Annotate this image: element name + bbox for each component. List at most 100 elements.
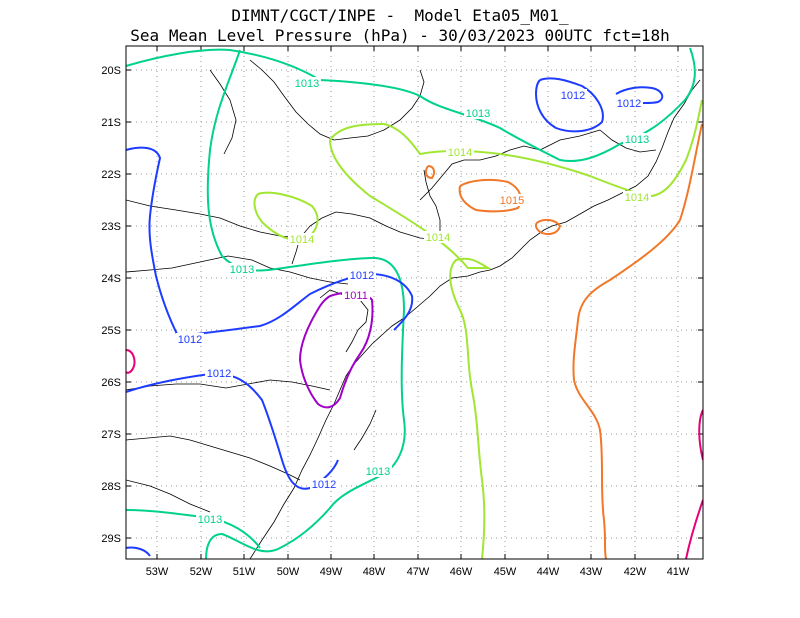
isobar-label: 1012 <box>312 479 336 491</box>
lon-tick-label: 44W <box>537 566 560 578</box>
coastline-segment <box>599 129 657 153</box>
axis-ticks: 20S 21S 22S 23S 24S 25S 26S 27S 28S 29S 53W 52W 51W 5… <box>101 46 703 578</box>
lon-tick-label: 51W <box>233 566 256 578</box>
isobar-label-bg <box>342 289 370 301</box>
coastline-segment <box>353 409 377 451</box>
isobar-label: 1011 <box>344 290 368 302</box>
lon-tick-label: 53W <box>146 566 169 578</box>
isobar-1014 <box>329 139 492 559</box>
lat-tick-label: 26S <box>101 377 121 389</box>
isobar-label: 1012 <box>178 334 202 346</box>
coastline-segment <box>249 59 335 141</box>
isobar-label-bg <box>623 191 651 203</box>
isobar-1015 <box>534 218 562 235</box>
plot-frame <box>125 45 704 560</box>
isobar-1013 <box>126 47 696 162</box>
isobar-1013 <box>205 49 406 559</box>
isobar-label-bg <box>364 465 392 477</box>
coastline-segment <box>489 79 701 271</box>
isobar-label: 1012 <box>617 98 641 110</box>
isobar-1012 <box>126 146 179 337</box>
coastline-segment <box>126 199 301 239</box>
lat-tick-label: 21S <box>101 117 121 129</box>
lon-tick-label: 45W <box>494 566 517 578</box>
lat-tick-label: 20S <box>101 65 121 77</box>
isobar-label: 1014 <box>448 147 472 159</box>
isobar-1012 <box>615 86 664 105</box>
isobar-labels: 1013 1013 1013 1013 1013 1013 1014 1014 1014 1014… <box>176 77 651 526</box>
isobar-1015 <box>424 165 436 180</box>
isobar-label: 1013 <box>295 78 319 90</box>
lat-tick-label: 29S <box>101 533 121 545</box>
coastline-segment <box>209 69 237 155</box>
lon-tick-label: 43W <box>580 566 603 578</box>
isobar-label-bg <box>424 231 452 243</box>
map-title: DIMNT/CGCT/INPE - Model Eta05_M01_ Sea M… <box>0 6 800 46</box>
isobar-label-bg <box>228 263 256 275</box>
coastline-segment <box>419 145 541 201</box>
isobar-1015 <box>572 123 703 559</box>
coastline-segment <box>299 211 441 241</box>
isobar-label: 1014 <box>625 192 649 204</box>
isobar-label-bg <box>176 333 204 345</box>
lat-tick-label: 27S <box>101 429 121 441</box>
isobar-label-bg <box>310 478 338 490</box>
isobar-1012 <box>177 272 414 337</box>
isobar-label: 1012 <box>561 90 585 102</box>
isobar-label: 1014 <box>290 234 314 246</box>
lon-tick-label: 42W <box>624 566 647 578</box>
isobar-label-bg <box>348 269 376 281</box>
title-line-1: DIMNT/CGCT/INPE - Model Eta05_M01_ <box>231 6 569 25</box>
lat-tick-label: 23S <box>101 221 121 233</box>
isobar-label: 1013 <box>625 134 649 146</box>
isobar-label-bg <box>205 367 233 379</box>
isobar-1016 <box>698 409 703 461</box>
isobar-label-bg <box>288 233 316 245</box>
coastline-segment <box>126 255 349 285</box>
isobar-label: 1013 <box>466 108 490 120</box>
lon-tick-label: 47W <box>407 566 430 578</box>
lat-tick-label: 24S <box>101 273 121 285</box>
isobar-contours <box>126 47 703 559</box>
isobar-label: 1015 <box>500 195 524 207</box>
isobar-1014 <box>329 99 703 198</box>
isobar-label: 1014 <box>426 232 450 244</box>
isobar-label-bg <box>293 77 321 89</box>
lat-tick-label: 28S <box>101 481 121 493</box>
coastline-segment <box>539 129 601 151</box>
coastline-segment <box>319 289 369 353</box>
lat-tick-label: 25S <box>101 325 121 337</box>
isobar-label-bg <box>615 97 643 109</box>
lon-tick-label: 49W <box>320 566 343 578</box>
grid-lines <box>126 46 703 559</box>
isobar-label-bg <box>559 89 587 101</box>
isobar-1012 <box>126 546 151 557</box>
coastline-segment <box>333 69 425 141</box>
coastline-segment <box>126 435 301 481</box>
lon-tick-label: 48W <box>363 566 386 578</box>
lon-tick-label: 50W <box>277 566 300 578</box>
isobar-label: 1013 <box>366 466 390 478</box>
lon-tick-label: 46W <box>450 566 473 578</box>
title-line-2: Sea Mean Level Pressure (hPa) - 30/03/20… <box>130 26 670 45</box>
lon-tick-label: 41W <box>667 566 690 578</box>
isobar-label-bg <box>446 146 474 158</box>
isobar-label: 1013 <box>198 514 222 526</box>
isobar-label: 1012 <box>207 368 231 380</box>
isobar-1012 <box>534 77 604 133</box>
isobar-1016 <box>126 349 136 374</box>
isobar-label: 1012 <box>350 270 374 282</box>
isobar-label-bg <box>623 133 651 145</box>
coastline-segment <box>126 479 211 513</box>
isobar-1011 <box>298 291 374 409</box>
lat-tick-label: 22S <box>101 169 121 181</box>
isobar-1016 <box>685 499 703 559</box>
isobar-label-bg <box>464 107 492 119</box>
lon-tick-label: 52W <box>190 566 213 578</box>
isobar-1012 <box>126 372 339 490</box>
isobar-label: 1013 <box>230 264 254 276</box>
isobar-label-bg <box>196 513 224 525</box>
coastline-segment <box>126 379 331 391</box>
isobar-label-bg <box>498 194 526 206</box>
